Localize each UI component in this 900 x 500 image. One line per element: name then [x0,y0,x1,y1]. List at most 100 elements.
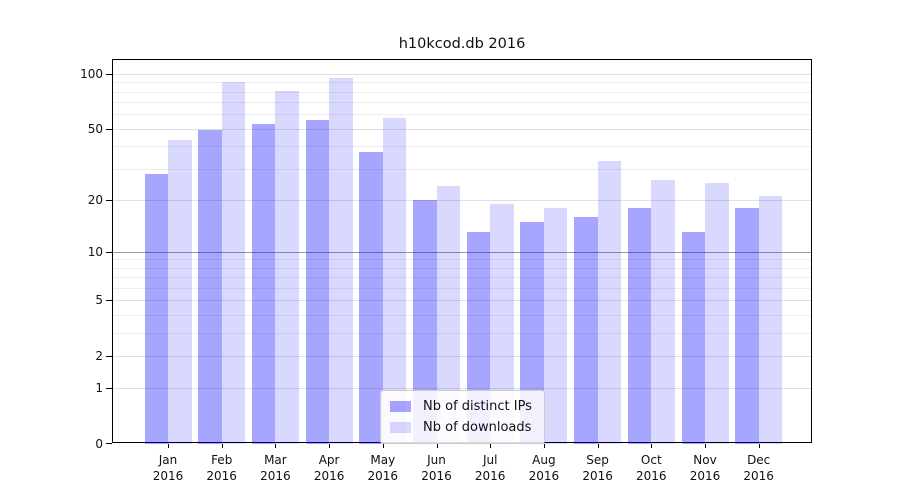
y-tick-label: 5 [95,293,103,308]
x-tick-mark [436,444,438,448]
x-tick-month: Oct [640,453,662,467]
x-tick-mark [490,444,492,448]
y-tick-label: 10 [87,244,103,259]
y-gridline-major [113,128,811,130]
y-tick-mark [106,199,112,201]
y-gridline-minor [113,91,811,93]
y-tick-label: 50 [87,121,103,136]
reference-gridline [113,251,811,253]
y-gridline-minor [113,82,811,84]
x-tick-month: Nov [693,453,717,467]
x-tick-mark [221,444,223,448]
bar-distinct-ips-dec [735,207,759,444]
bar-downloads-jun [436,185,460,444]
y-gridline-minor [113,168,811,170]
y-tick-label: 20 [87,192,103,207]
bar-downloads-mar [275,90,299,444]
x-tick-year: 2016 [743,469,774,483]
plot-area: 0 1 2 5 10 20 50 100 Jan 2016 Feb 2016 Mar 2016 Apr 201… [80,59,812,483]
x-tick-mark [543,444,545,448]
y-gridline-minor [113,146,811,148]
y-gridline-major [113,388,811,390]
x-tick-label: Jun 2016 [407,452,467,484]
y-tick-mark [106,73,112,75]
bar-downloads-oct [651,179,675,444]
y-tick-label: 1 [95,381,103,396]
y-tick-mark [106,355,112,357]
x-tick-month: Dec [747,453,771,467]
y-tick-label: 0 [95,437,103,451]
x-tick-label: Sep 2016 [568,452,628,484]
y-gridline-minor [113,277,811,279]
x-tick-month: Feb [211,453,233,467]
bar-downloads-jan [168,140,192,444]
y-gridline-minor [113,102,811,104]
x-tick-mark [597,444,599,448]
x-tick-label: Oct 2016 [621,452,681,484]
bar-downloads-sep [597,161,622,444]
bar-distinct-ips-mar [251,124,276,444]
bar-distinct-ips-nov [681,232,705,444]
y-gridline-major [113,73,811,75]
legend-label-distinct-ips: Nb of distinct IPs [423,399,532,414]
legend-label-downloads: Nb of downloads [423,420,532,435]
legend-item-distinct-ips: Nb of distinct IPs [390,396,532,417]
legend-item-downloads: Nb of downloads [390,417,532,438]
x-tick-label: Jul 2016 [460,452,520,484]
x-tick-mark [275,444,277,448]
x-tick-year: 2016 [152,469,184,483]
x-tick-label: Nov 2016 [675,452,735,484]
y-gridline-minor [113,114,811,116]
x-tick-mark [651,444,653,448]
y-tick-label: 2 [95,348,103,363]
y-tick-label: 100 [80,66,103,81]
x-tick-mark [329,444,331,448]
x-tick-label: Mar 2016 [245,452,305,484]
bar-downloads-apr [329,77,353,444]
bar-distinct-ips-sep [574,216,598,444]
x-tick-year: 2016 [474,469,506,483]
chart-title: h10kcod.db 2016 [398,36,526,52]
bar-downloads-may [382,118,407,444]
y-tick-mark [106,388,112,390]
y-gridline-minor [113,314,811,316]
bar-distinct-ips-apr [305,119,330,444]
x-tick-mark [705,444,706,448]
y-gridline-major [113,300,811,302]
x-tick-year: 2016 [367,469,399,483]
x-tick-month: Sep [586,453,609,467]
y-gridline-major [113,355,811,357]
bar-downloads-jul [490,203,514,444]
bar-downloads-nov [705,182,729,444]
y-gridline-minor [113,287,811,289]
x-tick-mark [382,444,384,448]
bar-downloads-aug [543,207,568,444]
x-tick-month: Jul [482,453,498,467]
bar-distinct-ips-may [359,152,383,444]
bar-distinct-ips-jun [413,199,437,444]
x-tick-year: 2016 [636,469,667,483]
bar-distinct-ips-oct [627,207,652,444]
x-tick-label: Apr 2016 [299,452,359,484]
y-tick-mark [106,300,112,302]
x-tick-label: Feb 2016 [192,452,252,484]
x-tick-label: Jan 2016 [138,452,198,484]
x-tick-month: Jan [158,453,178,467]
y-gridline-major [113,199,811,201]
x-tick-year: 2016 [421,469,452,483]
y-gridline-minor [113,332,811,334]
legend-swatch-downloads [390,422,411,433]
y-tick-mark [106,443,112,444]
x-tick-label: May 2016 [353,452,413,484]
x-tick-month: Jun [427,453,446,467]
x-tick-mark [168,444,169,448]
x-tick-label: Aug 2016 [514,452,574,484]
x-tick-year: 2016 [689,469,721,483]
x-tick-month: Apr [318,453,340,467]
x-tick-year: 2016 [528,469,560,483]
x-tick-mark [758,444,760,448]
x-tick-year: 2016 [260,469,291,483]
y-gridline-minor [113,259,811,261]
bar-distinct-ips-feb [198,130,222,444]
x-tick-month: May [370,453,396,467]
